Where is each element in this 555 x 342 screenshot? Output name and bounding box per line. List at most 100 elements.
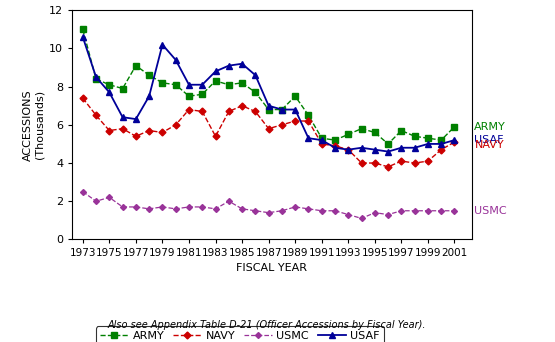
NAVY [185,107,192,111]
NAVY [438,148,445,152]
USAF [159,43,166,47]
USMC [279,209,285,213]
USMC [199,205,205,209]
USAF [398,146,405,150]
USMC [319,209,325,213]
USAF [265,104,272,108]
ARMY [252,90,259,94]
ARMY [93,77,99,81]
NAVY [159,130,166,134]
USMC [159,205,166,209]
NAVY [252,109,259,114]
USMC [79,189,86,194]
NAVY [225,109,232,114]
USAF [212,69,219,74]
ARMY [119,87,126,91]
ARMY [371,130,378,134]
ARMY [358,127,365,131]
USAF [279,107,285,111]
NAVY [332,144,339,148]
NAVY [212,134,219,138]
USAF [252,73,259,77]
NAVY [173,123,179,127]
USMC [385,212,391,216]
Text: ARMY: ARMY [475,122,506,132]
USAF [225,64,232,68]
USAF [305,136,312,140]
ARMY [199,92,205,96]
USMC [398,209,405,213]
NAVY [133,134,139,138]
NAVY [292,119,299,123]
ARMY [319,136,325,140]
USMC [146,207,153,211]
USAF [411,146,418,150]
USAF [93,75,99,79]
NAVY [199,109,205,114]
ARMY [411,134,418,138]
USAF [185,83,192,87]
USMC [305,207,312,211]
NAVY [319,142,325,146]
USMC [119,205,126,209]
ARMY [212,79,219,83]
USMC [371,211,378,215]
USAF [319,138,325,142]
NAVY [425,159,431,163]
USAF [451,138,458,142]
USAF [292,107,299,111]
USMC [345,212,352,216]
Legend: ARMY, NAVY, USMC, USAF: ARMY, NAVY, USMC, USAF [96,327,384,342]
USMC [93,199,99,203]
USMC [425,209,431,213]
USAF [385,149,391,154]
ARMY [173,83,179,87]
ARMY [332,138,339,142]
NAVY [79,96,86,100]
ARMY [425,136,431,140]
Text: USAF: USAF [475,135,504,145]
NAVY [119,127,126,131]
USMC [212,207,219,211]
NAVY [398,159,405,163]
USMC [133,205,139,209]
Line: NAVY: NAVY [80,96,457,169]
USAF [133,117,139,121]
NAVY [305,119,312,123]
NAVY [345,148,352,152]
NAVY [265,127,272,131]
ARMY [438,138,445,142]
USAF [106,90,113,94]
NAVY [279,123,285,127]
NAVY [371,161,378,165]
USMC [438,209,445,213]
USAF [332,146,339,150]
USAF [146,94,153,98]
USMC [332,209,339,213]
ARMY [451,125,458,129]
USMC [106,195,113,199]
ARMY [79,27,86,31]
ARMY [159,81,166,85]
NAVY [239,104,245,108]
NAVY [146,129,153,133]
Line: ARMY: ARMY [80,27,457,147]
USMC [252,209,259,213]
NAVY [451,140,458,144]
ARMY [279,107,285,111]
ARMY [305,113,312,117]
USMC [358,216,365,221]
USAF [199,83,205,87]
X-axis label: FISCAL YEAR: FISCAL YEAR [236,263,307,273]
USMC [265,211,272,215]
Y-axis label: ACCESSIONS
(Thousands): ACCESSIONS (Thousands) [23,89,45,161]
USMC [173,207,179,211]
Text: USMC: USMC [475,206,507,216]
USAF [173,58,179,62]
USMC [451,209,458,213]
USAF [239,62,245,66]
ARMY [106,83,113,87]
USMC [239,207,245,211]
ARMY [385,142,391,146]
ARMY [345,132,352,136]
